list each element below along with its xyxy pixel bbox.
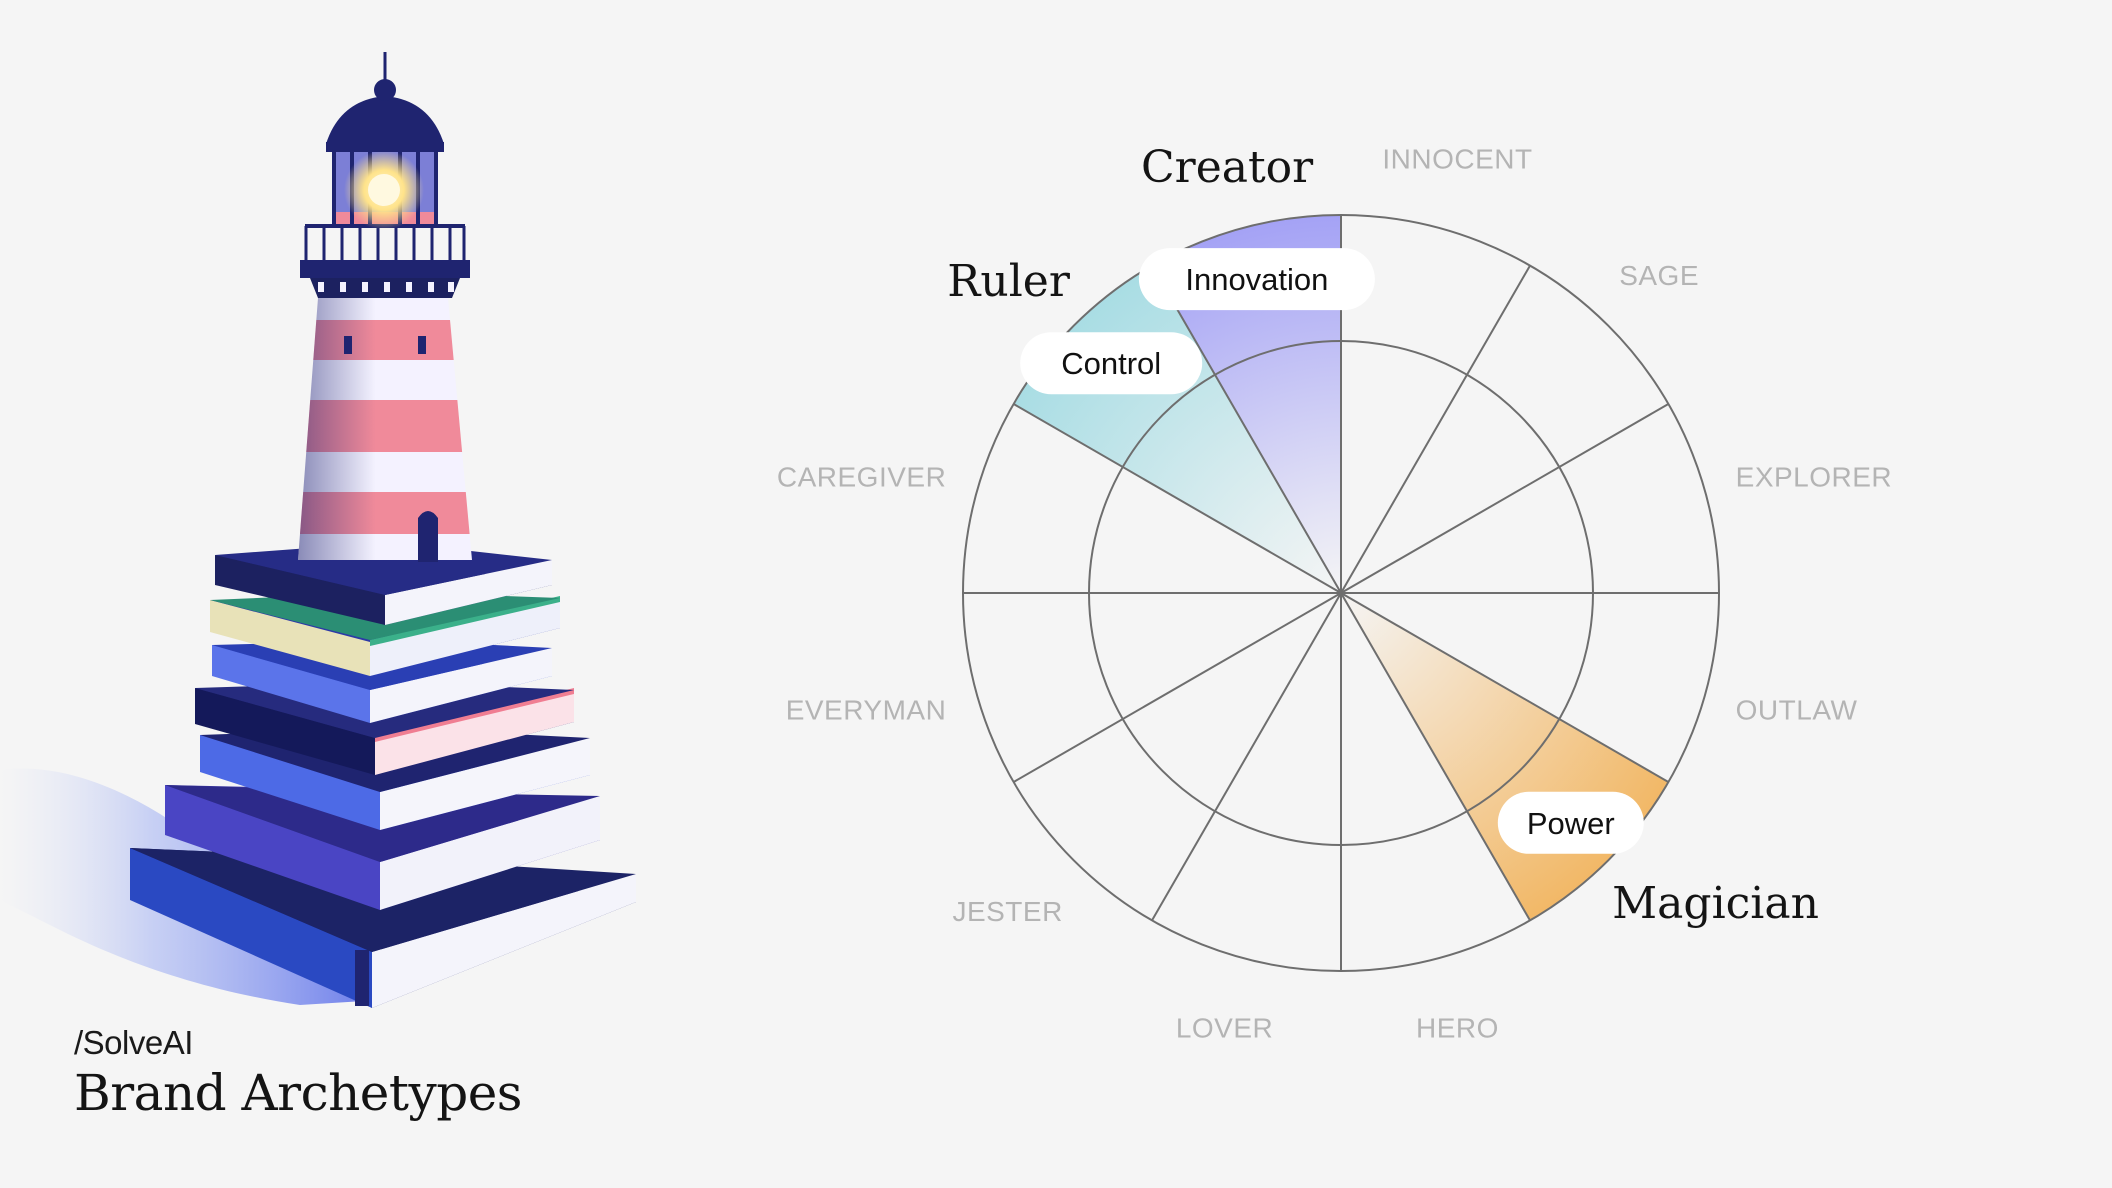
lighthouse-illustration <box>0 52 636 1008</box>
trait-label: Power <box>1527 806 1615 841</box>
brand-title: Brand Archetypes <box>74 1064 522 1122</box>
spoke <box>1151 265 1342 594</box>
brand-block: /SolveAI Brand Archetypes <box>74 1026 522 1120</box>
archetype-label-creator: Creator <box>1141 142 1314 193</box>
archetype-label-hero: HERO <box>1416 1013 1499 1044</box>
archetype-label-lover: LOVER <box>1176 1013 1273 1044</box>
wedge-magician <box>1341 593 1669 921</box>
spoke <box>1340 265 1531 594</box>
spoke <box>1013 403 1342 594</box>
trait-pill-innovation: Innovation <box>1138 248 1375 311</box>
spoke <box>1340 592 1669 783</box>
trait-pill-power: Power <box>1497 791 1644 854</box>
archetype-label-caregiver: CAREGIVER <box>777 462 946 493</box>
archetype-label-ruler: Ruler <box>947 256 1071 307</box>
spoke <box>1340 592 1531 921</box>
archetype-label-jester: JESTER <box>952 896 1062 927</box>
archetype-label-explorer: EXPLORER <box>1736 462 1893 493</box>
archetype-label-innocent: INNOCENT <box>1382 143 1532 174</box>
spoke <box>1151 592 1342 921</box>
archetype-label-sage: SAGE <box>1619 260 1699 291</box>
trait-pill-control: Control <box>1020 332 1203 395</box>
archetype-label-magician: Magician <box>1612 878 1819 929</box>
archetype-label-outlaw: OUTLAW <box>1736 694 1858 725</box>
spoke <box>1013 592 1342 783</box>
spoke <box>1340 403 1669 594</box>
trait-label: Innovation <box>1185 262 1328 297</box>
lighthouse-icon <box>298 52 472 562</box>
archetype-label-everyman: EVERYMAN <box>786 694 947 725</box>
trait-label: Control <box>1061 346 1161 381</box>
book-stack-icon <box>130 542 636 1008</box>
brand-name: /SolveAI <box>74 1024 193 1061</box>
